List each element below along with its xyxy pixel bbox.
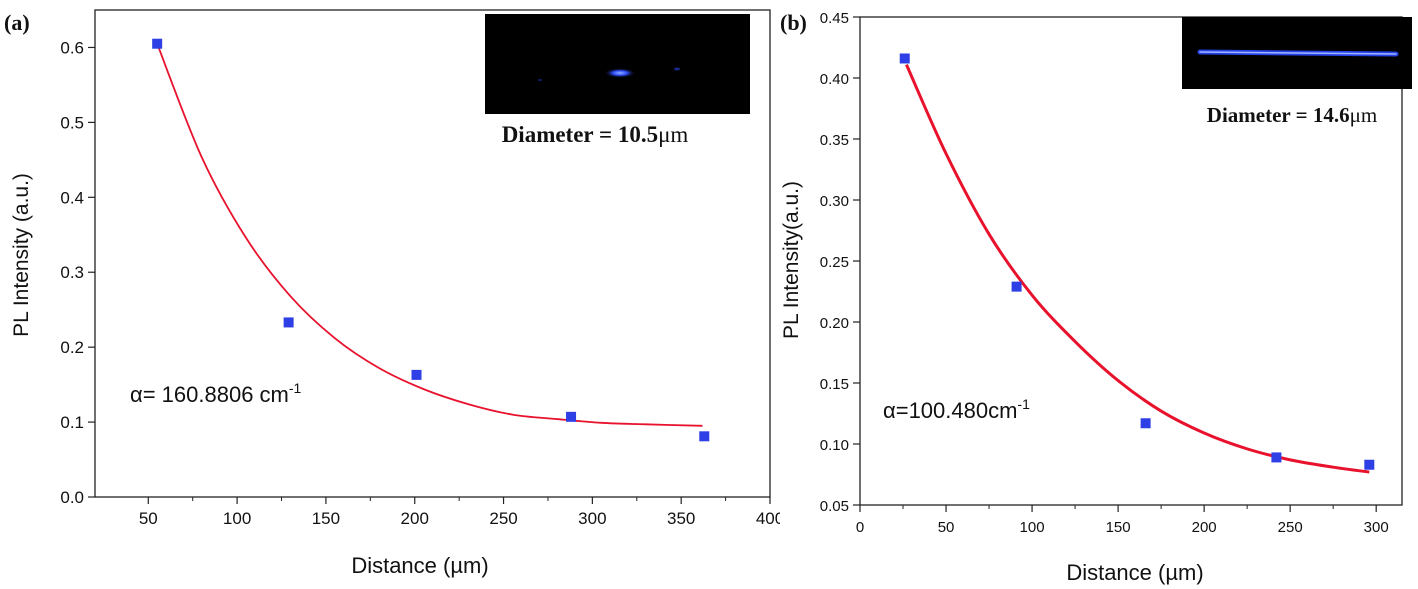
- x-tick-label: 0: [856, 519, 864, 536]
- data-point: [411, 369, 422, 380]
- data-point: [1271, 452, 1282, 463]
- x-tick-label: 100: [223, 509, 251, 528]
- plot-frame: [859, 16, 1403, 506]
- x-axis-label: Distance (µm): [351, 553, 488, 578]
- y-tick-label: 0.30: [820, 193, 849, 210]
- y-tick-label: 0.3: [60, 263, 84, 282]
- y-tick-label: 0.5: [60, 113, 84, 132]
- y-tick-label: 0.1: [60, 413, 84, 432]
- fit-curve: [905, 63, 1370, 474]
- x-tick-label: 250: [489, 509, 517, 528]
- inset-caption: Diameter = 14.6μm: [1207, 103, 1377, 127]
- y-tick-label: 0.6: [60, 38, 84, 57]
- x-tick-label: 50: [938, 519, 955, 536]
- y-axis-label: PL Intensity (a.u.): [10, 173, 33, 337]
- x-tick-label: 250: [1278, 519, 1303, 536]
- nanowire-emission: [1199, 51, 1397, 55]
- y-tick-label: 0.2: [60, 338, 84, 357]
- inset-caption-text: Diameter = 14.6: [1207, 103, 1350, 127]
- emission-spot: [538, 79, 542, 81]
- data-point: [899, 53, 910, 64]
- data-point: [1364, 459, 1375, 470]
- data-point: [152, 38, 163, 49]
- inset-image: [485, 14, 750, 114]
- panel-label: (b): [780, 10, 807, 35]
- data-point: [1011, 281, 1022, 292]
- inset-caption-unit: μm: [1350, 103, 1378, 127]
- plot-frame: [94, 9, 771, 498]
- y-tick-label: 0.10: [820, 437, 849, 454]
- alpha-annotation: α=100.480cm-1: [883, 396, 1030, 423]
- alpha-annotation-sup: -1: [289, 380, 302, 396]
- inset-caption-unit: μm: [658, 122, 688, 147]
- y-tick-label: 0.4: [60, 188, 84, 207]
- x-tick-label: 400: [756, 509, 780, 528]
- data-point: [283, 317, 294, 328]
- x-tick-label: 50: [139, 509, 158, 528]
- inset-caption: Diameter = 10.5μm: [502, 122, 689, 147]
- emission-spot: [674, 67, 680, 71]
- x-tick-label: 200: [1192, 519, 1217, 536]
- alpha-annotation-sup: -1: [1017, 396, 1030, 412]
- x-tick-label: 150: [312, 509, 340, 528]
- y-tick-label: 0.25: [820, 254, 849, 271]
- alpha-annotation: α= 160.8806 cm-1: [130, 380, 302, 407]
- x-tick-label: 350: [667, 509, 695, 528]
- y-tick-label: 0.0: [60, 488, 84, 507]
- y-tick-label: 0.15: [820, 376, 849, 393]
- emission-spot: [604, 68, 636, 78]
- alpha-annotation-text: α= 160.8806 cm: [130, 382, 289, 407]
- chart-panel-b: 0 50 100 150 200 250 300 0.05 0.10 0.15 0.20 0.25 0.…: [780, 10, 1412, 585]
- data-point: [1140, 418, 1151, 429]
- y-tick-label: 0.45: [820, 10, 849, 27]
- data-point: [699, 431, 710, 442]
- x-tick-label: 300: [1364, 519, 1389, 536]
- fit-curve: [156, 43, 703, 427]
- x-axis-label: Distance (µm): [1066, 560, 1203, 585]
- data-point: [566, 411, 577, 422]
- chart-panel-a: 50 100 150 200 250 300 350 400 0.0 0.1 0.2 0.3 0.4 0.…: [4, 9, 780, 578]
- x-tick-label: 300: [578, 509, 606, 528]
- y-tick-label: 0.20: [820, 315, 849, 332]
- y-tick-label: 0.05: [820, 498, 849, 515]
- inset-caption-text: Diameter = 10.5: [502, 122, 658, 147]
- x-tick-label: 150: [1106, 519, 1131, 536]
- y-axis-label: PL Intensity(a.u.): [780, 181, 803, 339]
- x-tick-label: 100: [1020, 519, 1045, 536]
- x-tick-label: 200: [401, 509, 429, 528]
- y-tick-label: 0.40: [820, 71, 849, 88]
- y-tick-label: 0.35: [820, 132, 849, 149]
- panel-label: (a): [4, 10, 30, 35]
- alpha-annotation-text: α=100.480cm: [883, 398, 1017, 423]
